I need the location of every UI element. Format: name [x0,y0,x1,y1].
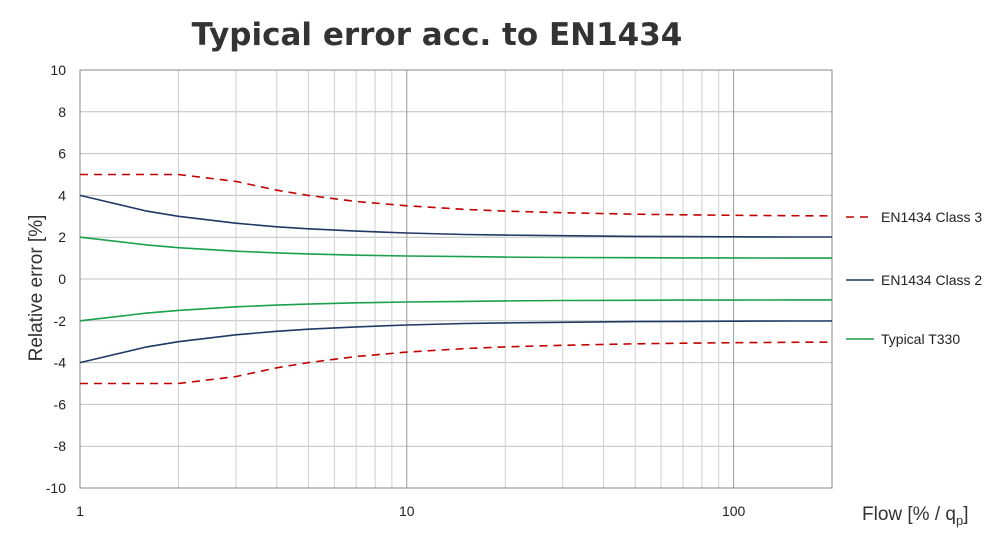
legend-label-typical-t330: Typical T330 [881,331,960,347]
y-tick-label: 0 [58,271,66,287]
y-axis-label: Relative error [%] [26,215,47,362]
y-tick-label: 6 [58,146,66,162]
legend-label-en1434-class-3: EN1434 Class 3 [881,209,982,225]
series-line-en1434-class-3-upper [80,173,833,217]
series-line-typical-t330-upper [79,236,832,259]
series-line-en1434-class-2-upper [79,194,832,238]
legend-label-en1434-class-2: EN1434 Class 2 [881,272,982,288]
y-tick-label: 2 [58,229,66,245]
chart-title: Typical error acc. to EN1434 [192,17,683,53]
y-tick-label: 8 [58,104,66,120]
series-line-typical-t330-lower [79,299,832,322]
x-axis-label-main: Flow [% / q [862,504,956,525]
x-tick-label: 1 [76,503,84,519]
y-tick-labels: -10 -8 -6 -4 -2 0 2 4 6 8 10 [46,62,66,496]
plot-grid [79,69,833,489]
y-tick-label: -6 [54,396,67,412]
y-tick-label: -2 [54,313,67,329]
y-tick-label: 4 [58,187,66,203]
y-tick-label: 10 [50,62,66,78]
series-line-en1434-class-3-lower [80,341,833,385]
x-axis-label-subscript: p [956,513,963,528]
x-tick-label: 100 [722,503,746,519]
plot-frame [79,69,833,489]
x-tick-label: 10 [399,503,415,519]
y-tick-label: -10 [46,480,66,496]
x-axis-label-end: ] [963,504,968,525]
y-tick-label: -8 [54,438,67,454]
x-axis-label: Flow [% / qp] [862,504,969,528]
y-tick-label: -4 [54,355,67,371]
x-tick-labels: 1 10 100 [76,503,745,519]
series-line-en1434-class-2-lower [79,320,832,364]
legend: EN1434 Class 3 EN1434 Class 2 Typical T330 [846,209,982,347]
series-layer [79,173,833,385]
